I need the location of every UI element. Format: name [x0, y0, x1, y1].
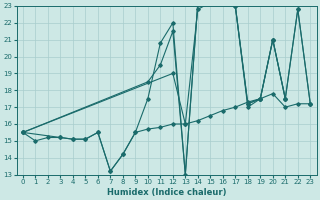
- X-axis label: Humidex (Indice chaleur): Humidex (Indice chaleur): [107, 188, 226, 197]
